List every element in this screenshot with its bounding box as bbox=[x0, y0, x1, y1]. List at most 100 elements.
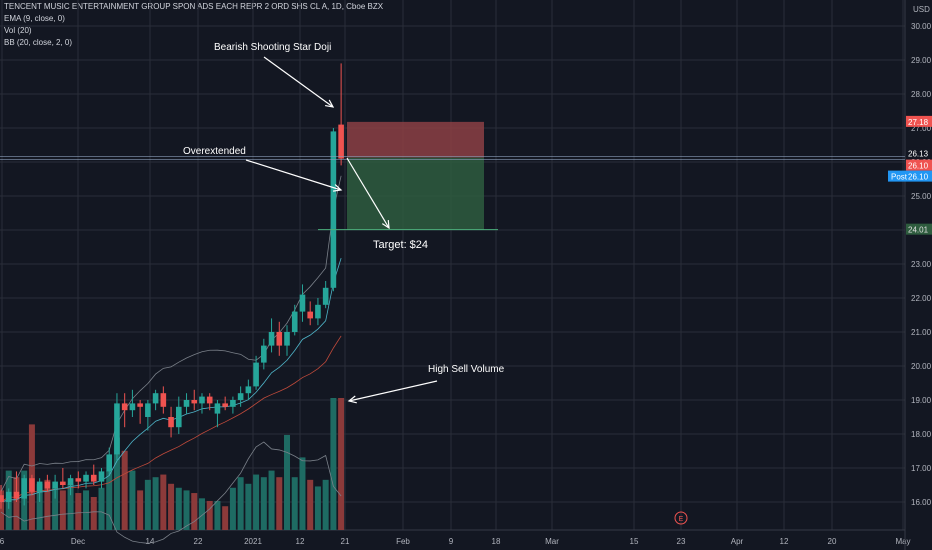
candle-body[interactable] bbox=[307, 311, 313, 319]
ema-line bbox=[0, 257, 342, 503]
candle-body[interactable] bbox=[29, 478, 35, 492]
x-tick-label: 2021 bbox=[244, 537, 262, 546]
arrow-shooting-star-head bbox=[325, 99, 335, 108]
x-tick-label: Feb bbox=[396, 537, 410, 546]
x-tick-label: May bbox=[895, 537, 910, 546]
y-tick-label: 28.00 bbox=[911, 90, 932, 99]
close-price-label: 26.10 bbox=[908, 162, 929, 171]
volume-bar bbox=[152, 477, 159, 530]
bollinger-legend[interactable]: BB (20, close, 2, 0) bbox=[4, 38, 73, 47]
x-tick-label: 20 bbox=[828, 537, 837, 546]
candle-body[interactable] bbox=[261, 345, 267, 363]
annotation-overextended: Overextended bbox=[183, 146, 246, 157]
x-tick-label: Mar bbox=[545, 537, 559, 546]
candle-body[interactable] bbox=[0, 495, 4, 502]
post-badge-label: Post bbox=[891, 173, 908, 182]
candle-body[interactable] bbox=[268, 332, 275, 346]
candle-body[interactable] bbox=[338, 124, 344, 159]
stop-price-label: 27.18 bbox=[908, 118, 929, 127]
y-tick-label: 16.00 bbox=[911, 498, 932, 507]
candle-body[interactable] bbox=[145, 403, 151, 417]
volume-bar bbox=[129, 470, 136, 530]
volume-bar bbox=[260, 477, 267, 530]
candle-body[interactable] bbox=[175, 406, 182, 428]
candle-body[interactable] bbox=[90, 474, 97, 482]
volume-bar bbox=[245, 483, 252, 530]
candle-body[interactable] bbox=[299, 294, 306, 312]
y-tick-label: 19.00 bbox=[911, 396, 932, 405]
candle-body[interactable] bbox=[183, 400, 190, 407]
volume-bar bbox=[0, 490, 4, 530]
candle-body[interactable] bbox=[245, 386, 252, 394]
candle-body[interactable] bbox=[206, 396, 213, 404]
arrow-target-head bbox=[381, 219, 390, 230]
candle-body[interactable] bbox=[315, 304, 321, 319]
target-price-label-bg bbox=[906, 223, 932, 235]
candle-body[interactable] bbox=[322, 287, 329, 305]
candle-body[interactable] bbox=[13, 491, 20, 499]
candle-body[interactable] bbox=[160, 393, 167, 407]
y-tick-label: 27.00 bbox=[911, 124, 932, 133]
candle-body[interactable] bbox=[44, 481, 51, 489]
candle-body[interactable] bbox=[52, 481, 58, 489]
volume-bar bbox=[67, 483, 74, 530]
volume-legend[interactable]: Vol (20) bbox=[4, 26, 32, 35]
candle-body[interactable] bbox=[129, 403, 136, 411]
candle-body[interactable] bbox=[98, 471, 105, 482]
annotation-sell-volume: High Sell Volume bbox=[428, 364, 505, 375]
entry-price-label-bg bbox=[906, 147, 932, 159]
candle-body[interactable] bbox=[237, 393, 244, 400]
candle-body[interactable] bbox=[222, 403, 228, 407]
candle-body[interactable] bbox=[276, 332, 283, 346]
volume-bar bbox=[52, 487, 59, 530]
candle-body[interactable] bbox=[330, 131, 337, 288]
x-tick-label: Dec bbox=[71, 537, 85, 546]
arrow-overextended-head bbox=[332, 184, 343, 192]
arrow-sell-volume-head bbox=[347, 395, 357, 404]
candle-body[interactable] bbox=[137, 403, 143, 407]
volume-bar bbox=[160, 474, 167, 530]
volume-bar bbox=[198, 498, 205, 530]
candle-body[interactable] bbox=[5, 491, 12, 502]
entry-price-label: 26.13 bbox=[908, 150, 929, 159]
volume-bar bbox=[36, 483, 43, 530]
volume-bar bbox=[144, 479, 151, 530]
volume-bar bbox=[276, 477, 283, 530]
candle-body[interactable] bbox=[152, 393, 159, 404]
volume-bar bbox=[90, 497, 97, 530]
post-badge bbox=[888, 170, 906, 182]
candle-body[interactable] bbox=[114, 403, 120, 455]
symbol-title[interactable]: TENCENT MUSIC ENTERTAINMENT GROUP SPON A… bbox=[4, 2, 384, 11]
candle-body[interactable] bbox=[230, 400, 236, 407]
earnings-marker[interactable] bbox=[674, 511, 688, 525]
y-tick-label: 17.00 bbox=[911, 464, 932, 473]
candle-body[interactable] bbox=[168, 417, 174, 428]
y-tick-label: 22.00 bbox=[911, 294, 932, 303]
volume-bar bbox=[168, 483, 175, 530]
volume-bar bbox=[44, 479, 51, 530]
candle-body[interactable] bbox=[60, 481, 66, 485]
candle-body[interactable] bbox=[106, 454, 113, 472]
annotation-target: Target: $24 bbox=[373, 239, 428, 251]
candle-body[interactable] bbox=[214, 403, 221, 414]
ema-legend[interactable]: EMA (9, close, 0) bbox=[4, 14, 65, 23]
candle-body[interactable] bbox=[253, 362, 259, 387]
candle-body[interactable] bbox=[36, 481, 43, 492]
candle-body[interactable] bbox=[21, 478, 27, 499]
volume-bar bbox=[13, 477, 20, 530]
stop-loss-zone[interactable] bbox=[347, 121, 484, 158]
x-tick-label: 12 bbox=[296, 537, 305, 546]
volume-bar bbox=[299, 457, 306, 530]
candle-body[interactable] bbox=[67, 478, 74, 485]
candle-body[interactable] bbox=[291, 311, 298, 332]
x-tick-label: 15 bbox=[630, 537, 639, 546]
candle-body[interactable] bbox=[284, 332, 290, 346]
take-profit-zone[interactable] bbox=[347, 157, 484, 230]
post-price-label: 26.10 bbox=[908, 173, 929, 182]
candle-body[interactable] bbox=[121, 403, 128, 411]
candle-body[interactable] bbox=[191, 400, 198, 404]
candle-body[interactable] bbox=[199, 396, 205, 404]
candle-body[interactable] bbox=[83, 474, 89, 482]
candle-body[interactable] bbox=[75, 478, 82, 482]
